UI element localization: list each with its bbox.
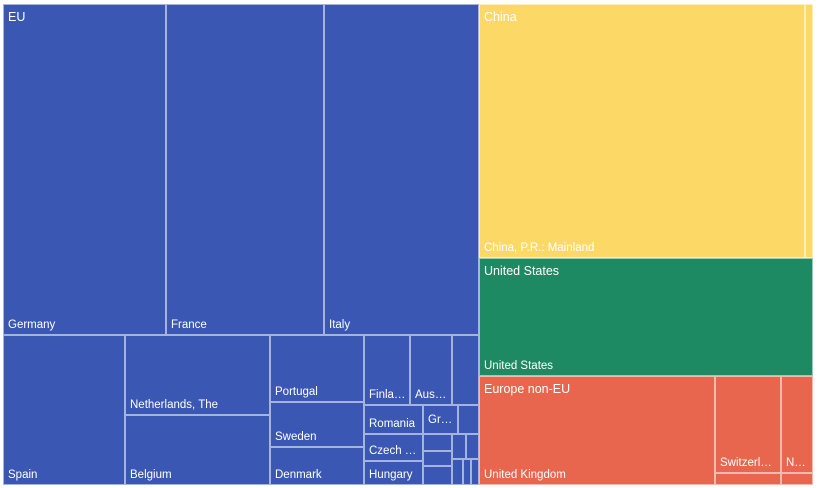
treemap-tile-eu-germany[interactable]: Germany	[3, 4, 166, 335]
treemap-tile-eu-hungary[interactable]: Hungary	[364, 461, 423, 485]
treemap-tile-eu-denmark[interactable]: Denmark	[270, 447, 364, 485]
treemap-tile-europe-non-eu-united-kingdom[interactable]: United Kingdom	[479, 376, 715, 485]
treemap-tile-eu-aus[interactable]: Aus…	[410, 335, 452, 405]
treemap-tile-eu-czech[interactable]: Czech …	[364, 434, 423, 461]
treemap-tile-united-states-united-states[interactable]: United States	[479, 258, 813, 376]
treemap-tile-eu-italy[interactable]: Italy	[324, 4, 479, 335]
tile-label: Netherlands, The	[130, 399, 219, 411]
tile-label: Gr…	[428, 413, 453, 426]
treemap-tile-europe-non-eu-item-4[interactable]	[781, 473, 813, 485]
tile-label: Switzerla…	[720, 457, 778, 469]
treemap-tile-eu-item-20[interactable]	[452, 434, 466, 459]
treemap-tile-eu-spain[interactable]: Spain	[3, 335, 125, 485]
tile-label: Finla…	[369, 389, 406, 401]
tile-label: France	[171, 319, 207, 331]
tile-label: Romania	[369, 418, 416, 430]
treemap-tile-china-china-p-r-mainland[interactable]: China, P.R.: Mainland	[479, 4, 805, 258]
treemap-tile-eu-sweden[interactable]: Sweden	[270, 402, 364, 447]
treemap-tile-eu-item-18[interactable]	[423, 451, 452, 466]
treemap-tile-eu-finla[interactable]: Finla…	[364, 335, 410, 405]
tile-label: Czech …	[369, 445, 417, 457]
tile-label: China, P.R.: Mainland	[484, 242, 595, 254]
treemap-tile-eu-france[interactable]: France	[166, 4, 324, 335]
tile-label: Portugal	[275, 386, 318, 398]
treemap-tile-eu-gr[interactable]: Gr…	[423, 405, 458, 434]
tile-label: United Kingdom	[484, 469, 566, 481]
treemap-tile-eu-item-22[interactable]	[452, 459, 463, 485]
tile-label: Hungary	[369, 469, 413, 481]
tile-label: Italy	[329, 319, 351, 331]
tile-label: Denmark	[275, 469, 322, 481]
treemap-tile-eu-netherlands-the[interactable]: Netherlands, The	[125, 335, 270, 415]
treemap-tile-eu-item-11[interactable]	[452, 335, 479, 405]
group-label-china: China	[484, 10, 517, 24]
treemap-tile-eu-portugal[interactable]: Portugal	[270, 335, 364, 402]
tile-label: N…	[786, 457, 806, 469]
treemap-tile-eu-item-21[interactable]	[466, 434, 479, 459]
tile-label: Belgium	[130, 469, 172, 481]
tile-label: Germany	[8, 319, 56, 331]
treemap-tile-eu-item-23[interactable]	[463, 459, 471, 485]
group-label-united-states: United States	[484, 264, 560, 278]
treemap-tile-europe-non-eu-item-3[interactable]	[715, 473, 781, 485]
group-label-eu: EU	[8, 10, 26, 24]
treemap-tile-china-item-1[interactable]	[805, 4, 813, 258]
treemap-tile-europe-non-eu-n[interactable]: N…	[781, 376, 813, 473]
tile-label: United States	[484, 360, 554, 372]
tile-label: Sweden	[275, 431, 317, 443]
group-label-europe-non-eu: Europe non-EU	[484, 382, 571, 396]
treemap-tile-europe-non-eu-switzerla[interactable]: Switzerla…	[715, 376, 781, 473]
treemap-tile-eu-item-19[interactable]	[423, 466, 452, 485]
treemap-tile-eu-belgium[interactable]: Belgium	[125, 415, 270, 485]
tile-label: Aus…	[415, 389, 447, 401]
tile-label: Spain	[8, 469, 38, 481]
treemap-tile-eu-item-24[interactable]	[471, 459, 479, 485]
treemap-tile-eu-item-17[interactable]	[423, 434, 452, 451]
treemap-tile-eu-item-14[interactable]	[458, 405, 479, 434]
treemap-tile-eu-romania[interactable]: Romania	[364, 405, 423, 434]
